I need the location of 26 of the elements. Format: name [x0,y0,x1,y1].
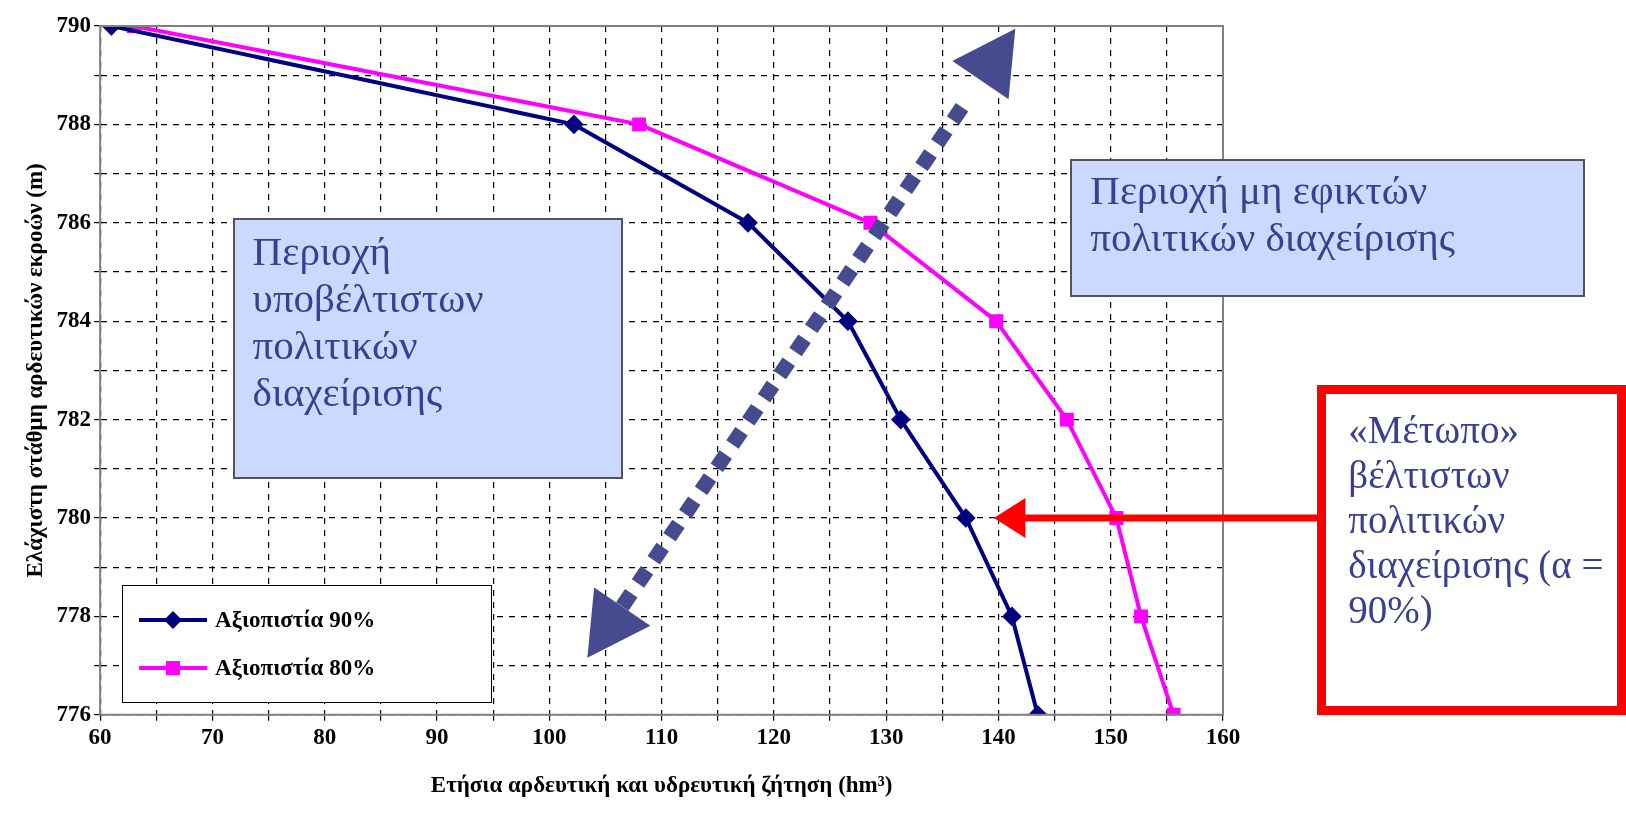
y-axis-title: Ελάχιστη στάθμη αρδευτικών εκροών (m) [21,163,47,578]
text-box: Περιοχή υποβέλτιστων πολιτικών διαχείρισης [232,217,624,479]
legend-label: Αξιοπιστία 90% [215,606,376,633]
y-tick-label: 780 [56,503,92,529]
y-tick-label: 786 [56,208,92,234]
y-tick-label: 776 [56,700,92,726]
x-tick-label: 60 [88,723,112,749]
framed-text-box: «Μέτωπο» βέλτιστων πολιτικών διαχείρισης (α = 90%) [1317,385,1626,715]
x-tick-label: 150 [1093,723,1128,749]
y-tick-label: 790 [56,11,92,37]
x-tick-label: 110 [644,723,679,749]
y-tick-label: 784 [56,307,92,333]
x-tick-label: 160 [1205,723,1241,749]
y-tick-label: 788 [56,110,92,136]
x-tick-label: 120 [756,723,792,749]
x-tick-label: 90 [425,723,449,749]
x-tick-label: 140 [981,723,1016,749]
x-axis-title: Ετήσια αρδευτική και υδρευτική ζήτηση (hm³) [430,772,893,798]
text-box: Περιοχή μη εφικτών πολιτικών διαχείρισης [1070,158,1586,297]
y-tick-label: 778 [56,602,92,628]
legend-label: Αξιοπιστία 80% [215,654,376,681]
x-tick-label: 100 [532,723,567,749]
x-tick-label: 70 [200,723,224,749]
x-tick-label: 130 [868,723,904,749]
x-tick-label: 80 [313,723,337,749]
y-tick-label: 782 [56,405,92,431]
